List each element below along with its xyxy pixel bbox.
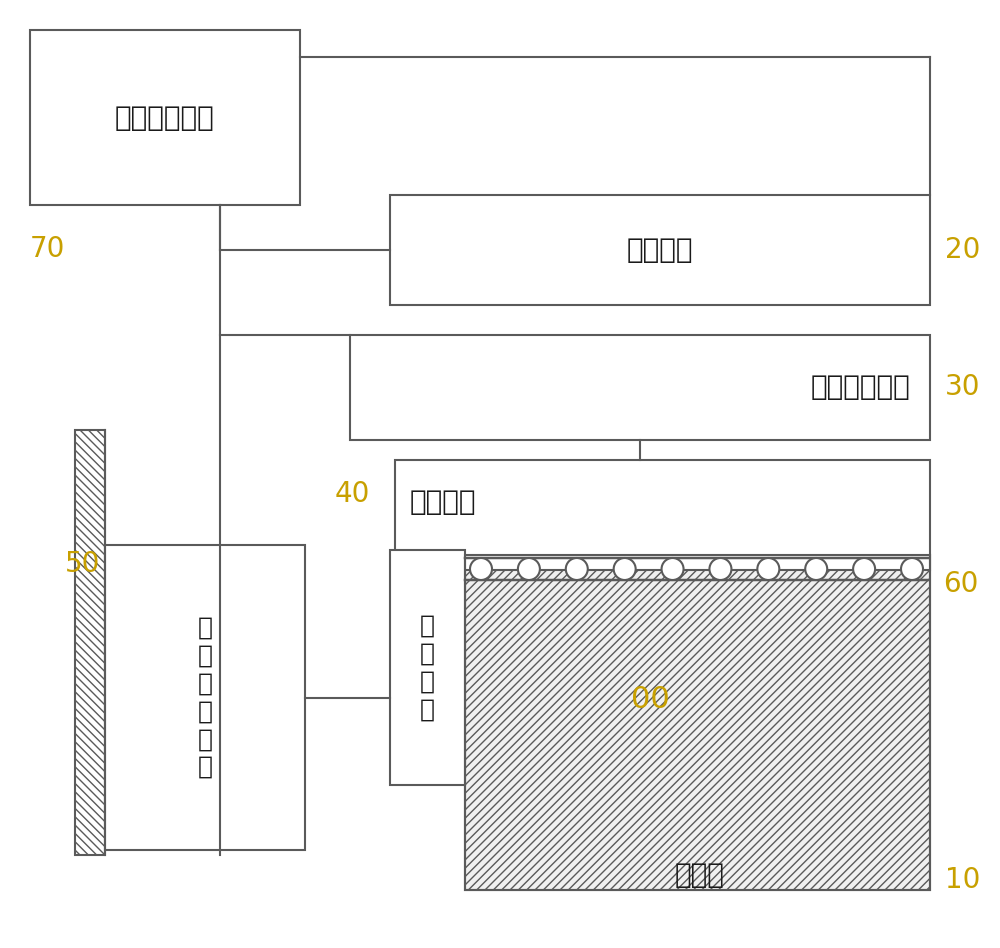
- Text: 20: 20: [945, 236, 980, 264]
- Circle shape: [901, 558, 923, 580]
- Bar: [75, 430, 105, 855]
- Circle shape: [518, 558, 540, 580]
- Circle shape: [614, 558, 636, 580]
- Bar: [390, 195, 930, 305]
- Text: 10: 10: [945, 866, 980, 894]
- Bar: [390, 550, 465, 785]
- Circle shape: [757, 558, 779, 580]
- Circle shape: [805, 558, 827, 580]
- Text: 切
向
压
力
系
统: 切 向 压 力 系 统: [198, 616, 212, 779]
- Bar: [105, 545, 305, 850]
- Text: 数据采集系统: 数据采集系统: [115, 103, 215, 132]
- Text: 50: 50: [65, 550, 100, 578]
- Text: 30: 30: [945, 373, 980, 401]
- Text: 40: 40: [335, 480, 370, 508]
- Bar: [465, 555, 930, 890]
- Text: 00: 00: [631, 685, 669, 715]
- Circle shape: [566, 558, 588, 580]
- Bar: [465, 555, 930, 890]
- Text: 垂向压力系统: 垂向压力系统: [810, 374, 910, 402]
- Circle shape: [662, 558, 684, 580]
- Text: 传
力
系
统: 传 力 系 统: [420, 613, 435, 721]
- Text: 传力系统: 传力系统: [410, 488, 477, 516]
- Circle shape: [470, 558, 492, 580]
- Text: 剪切盒: 剪切盒: [675, 861, 725, 889]
- Circle shape: [709, 558, 731, 580]
- Bar: [30, 30, 300, 205]
- Bar: [395, 460, 930, 570]
- Text: 反力系统: 反力系统: [627, 236, 693, 264]
- Text: 60: 60: [943, 570, 978, 598]
- Text: 70: 70: [30, 235, 65, 263]
- Bar: [350, 335, 930, 440]
- Circle shape: [853, 558, 875, 580]
